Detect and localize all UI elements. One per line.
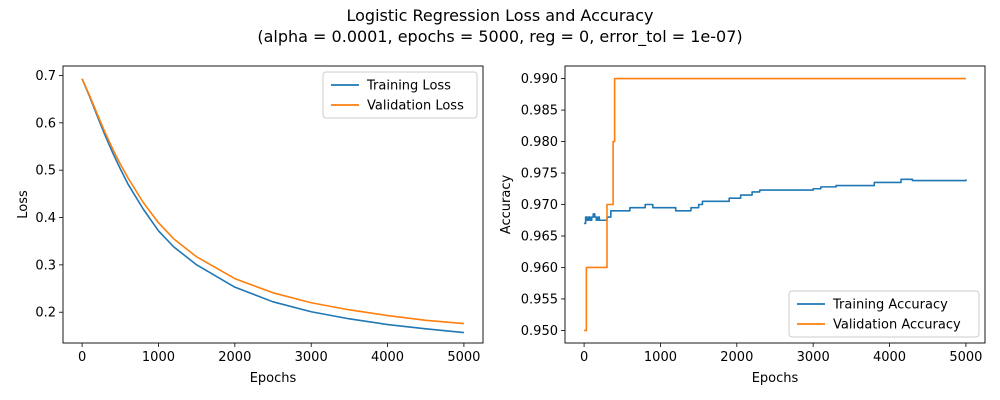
chart1-axes-frame — [62, 65, 484, 344]
chart2-xtick-label: 2000 — [720, 350, 753, 365]
chart2-legend-label-2: Validation Accuracy — [833, 318, 961, 333]
chart2-ytick-label: 0.975 — [521, 167, 558, 182]
chart1-xtick-label: 4000 — [371, 350, 404, 365]
chart2-legend-label-1: Training Accuracy — [832, 298, 948, 313]
chart2-ytick-label: 0.960 — [521, 261, 558, 276]
chart2-legend-box — [788, 290, 980, 338]
chart2-ytick-label: 0.985 — [521, 104, 558, 119]
chart1-legend-box — [322, 71, 478, 119]
chart2-ytick-label: 0.955 — [521, 292, 558, 307]
chart2-xtick-label: 5000 — [949, 350, 982, 365]
chart2-series-line-1 — [584, 178, 967, 225]
chart1-xtick-label: 1000 — [142, 350, 175, 365]
chart1-xtick-label: 2000 — [218, 350, 251, 365]
chart2-ytick-label: 0.980 — [521, 135, 558, 150]
chart1-ytick-label: 0.7 — [35, 69, 56, 84]
chart2-xaxis-label: Epochs — [752, 371, 799, 386]
chart1-ytick-label: 0.4 — [35, 211, 56, 226]
chart1-series-line-2 — [81, 78, 464, 325]
figure-subtitle: (alpha = 0.0001, epochs = 5000, reg = 0,… — [257, 27, 743, 46]
chart1-ytick-label: 0.2 — [35, 306, 56, 321]
chart2-series-line-2 — [584, 77, 966, 332]
chart2-xtick-label: 1000 — [644, 350, 677, 365]
chart1-xaxis-label: Epochs — [250, 371, 297, 386]
chart2-xtick-label: 0 — [580, 350, 588, 365]
chart1-legend-label-2: Validation Loss — [367, 99, 464, 114]
chart2-yaxis-label: Accuracy — [499, 175, 514, 235]
chart1-ytick-label: 0.3 — [35, 258, 56, 273]
chart2-ytick-label: 0.970 — [521, 198, 558, 213]
chart1-yaxis-label: Loss — [16, 190, 31, 219]
chart1-legend-label-1: Training Loss — [366, 79, 451, 94]
chart1-ytick-label: 0.5 — [35, 164, 56, 179]
chart2-ytick-label: 0.965 — [521, 229, 558, 244]
chart1-xtick-label: 3000 — [295, 350, 328, 365]
chart1-xtick-label: 5000 — [447, 350, 480, 365]
figure-title: Logistic Regression Loss and Accuracy — [346, 6, 654, 25]
chart1-ytick-label: 0.6 — [35, 116, 56, 131]
chart2-xtick-label: 4000 — [873, 350, 906, 365]
chart1-series-line-1 — [81, 78, 464, 334]
chart2-ytick-label: 0.990 — [521, 72, 558, 87]
chart2-xtick-label: 3000 — [797, 350, 830, 365]
chart1-xtick-label: 0 — [78, 350, 86, 365]
chart2-ytick-label: 0.950 — [521, 324, 558, 339]
